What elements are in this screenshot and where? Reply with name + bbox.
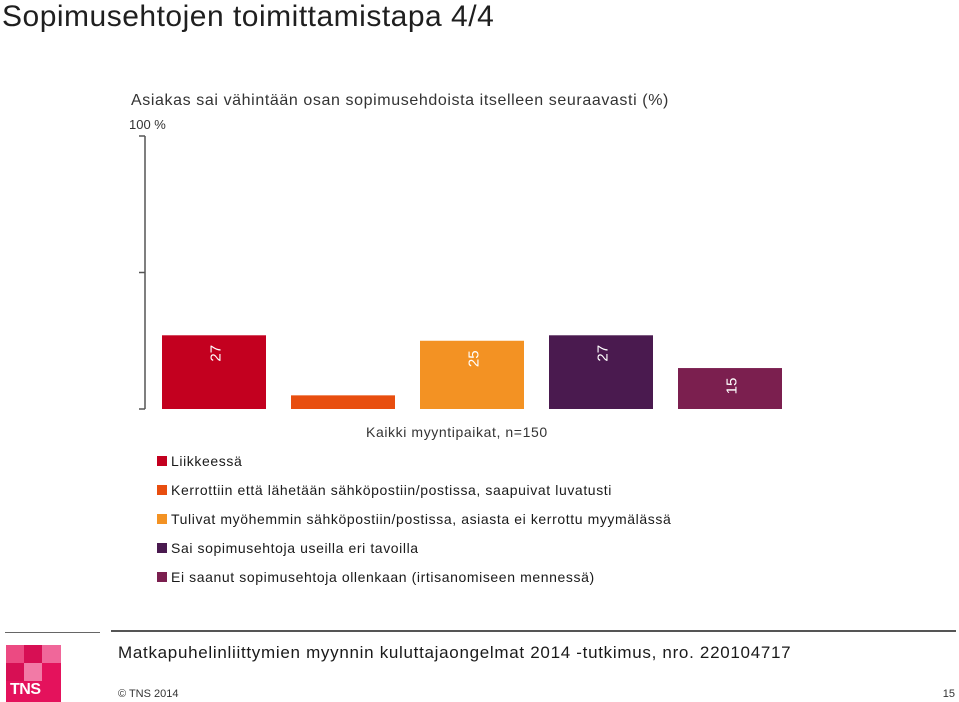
legend-swatch-5 (157, 572, 167, 582)
chart-axes (139, 135, 146, 410)
footer-divider-left (5, 632, 100, 633)
bar-2 (291, 395, 395, 409)
legend-swatch-3 (157, 514, 167, 524)
bar-3 (420, 340, 524, 409)
bar-label-1: 27 (208, 345, 225, 362)
bar-5 (678, 368, 782, 409)
legend-label-2: Kerrottiin että lähetään sähköpostiin/po… (171, 482, 612, 498)
legend-swatch-4 (157, 543, 167, 553)
legend-swatch-1 (157, 456, 167, 466)
x-category-label: Kaikki myyntipaikat, n=150 (366, 424, 548, 440)
bar-1 (162, 335, 266, 409)
y-axis-max-label: 100 % (129, 117, 166, 132)
tns-logo-text: TNS (10, 681, 41, 698)
bar-4 (549, 335, 653, 409)
footer-divider (111, 630, 956, 632)
tns-logo: TNS (6, 645, 61, 702)
chart-bars: 27 5 25 27 15 (162, 335, 782, 418)
bar-label-2: 5 (337, 409, 354, 417)
legend-item-4: Sai sopimusehtoja useilla eri tavoilla (157, 539, 419, 557)
footer-copyright: © TNS 2014 (118, 688, 179, 700)
legend-label-5: Ei saanut sopimusehtoja ollenkaan (irtis… (171, 569, 595, 585)
page-title: Sopimusehtojen toimittamistapa 4/4 (2, 0, 495, 33)
legend-label-4: Sai sopimusehtoja useilla eri tavoilla (171, 540, 419, 556)
footer-study-title: Matkapuhelinliittymien myynnin kuluttaja… (118, 643, 792, 662)
bar-label-4: 27 (595, 345, 612, 362)
chart-title: Asiakas sai vähintään osan sopimusehdois… (131, 92, 669, 109)
bar-label-3: 25 (466, 350, 483, 367)
bar-label-5: 15 (724, 378, 741, 395)
legend-label-1: Liikkeessä (171, 453, 243, 469)
legend-item-2: Kerrottiin että lähetään sähköpostiin/po… (157, 481, 612, 499)
legend-item-5: Ei saanut sopimusehtoja ollenkaan (irtis… (157, 568, 595, 586)
legend-label-3: Tulivat myöhemmin sähköpostiin/postissa,… (171, 511, 672, 527)
legend-item-3: Tulivat myöhemmin sähköpostiin/postissa,… (157, 510, 671, 528)
tns-logo-pattern-icon (6, 645, 61, 681)
page-number: 15 (942, 688, 955, 700)
legend-swatch-2 (157, 485, 167, 495)
legend-item-1: Liikkeessä (157, 452, 242, 470)
